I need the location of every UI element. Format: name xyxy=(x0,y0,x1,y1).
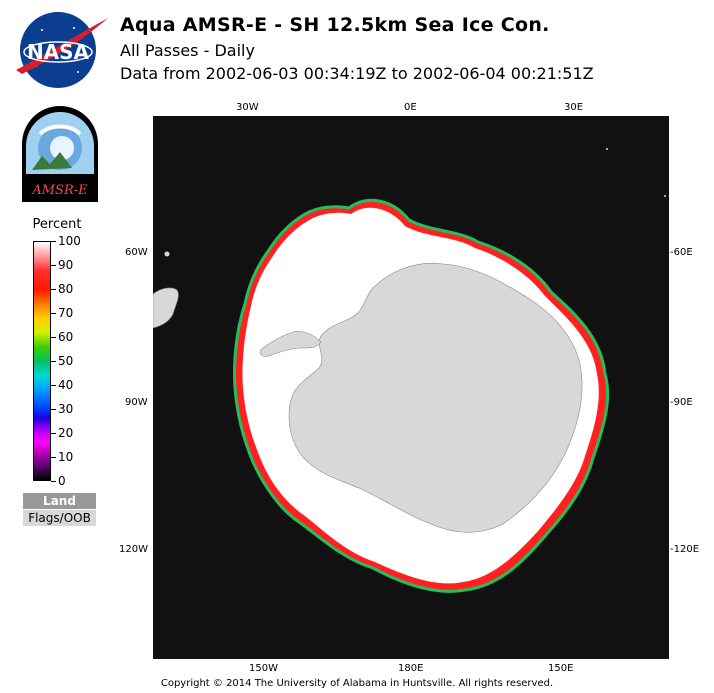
colorbar-tick-mark xyxy=(51,457,56,458)
colorbar-tick-label: 100 xyxy=(58,234,81,248)
island-dot-ne xyxy=(606,148,608,150)
colorbar-tick-mark xyxy=(51,337,56,338)
colorbar-tick-label: 20 xyxy=(58,426,74,440)
legend-title: Percent xyxy=(32,217,82,232)
colorbar-tick-mark xyxy=(51,433,56,434)
lon-label-top-1: 30W xyxy=(236,102,259,113)
lon-label-top-2: 0E xyxy=(404,102,417,113)
colorbar-tick-mark xyxy=(51,385,56,386)
lon-label-left-1: 60W xyxy=(125,247,148,258)
concentration-colorbar xyxy=(33,241,51,481)
south-georgia-land xyxy=(164,251,170,257)
colorbar-tick-label: 70 xyxy=(58,306,74,320)
colorbar-tick-mark xyxy=(51,313,56,314)
page-title: Aqua AMSR-E - SH 12.5km Sea Ice Con. xyxy=(120,14,550,36)
colorbar-tick-label: 50 xyxy=(58,354,74,368)
colorbar-tick-label: 90 xyxy=(58,258,74,272)
antarctic-peninsula-land xyxy=(259,331,322,357)
colorbar-tick-mark xyxy=(51,409,56,410)
flags-legend-box: Flags/OOB xyxy=(23,510,96,526)
lon-label-bottom-3: 150E xyxy=(548,663,574,674)
lon-label-left-2: 90W xyxy=(125,397,148,408)
colorbar-tick-label: 30 xyxy=(58,402,74,416)
lon-label-right-3: -120E xyxy=(670,544,700,555)
colorbar-tick-mark xyxy=(51,265,56,266)
colorbar-tick-mark xyxy=(51,361,56,362)
amsre-logo: AMSR-E xyxy=(22,106,98,202)
lon-label-right-1: -60E xyxy=(670,247,693,258)
island-dot-e xyxy=(664,195,666,197)
south-america-land xyxy=(153,287,179,329)
colorbar-tick-mark xyxy=(51,481,56,482)
lon-label-bottom-2: 180E xyxy=(398,663,424,674)
nasa-logo-text: NASA xyxy=(27,40,90,64)
lon-label-bottom-1: 150W xyxy=(249,663,278,674)
colorbar-tick-mark xyxy=(51,241,56,242)
colorbar-tick-label: 40 xyxy=(58,378,74,392)
lon-label-right-2: -90E xyxy=(670,397,693,408)
lon-label-left-3: 120W xyxy=(119,544,148,555)
nasa-logo: NASA xyxy=(16,12,108,88)
date-range-subtitle: Data from 2002-06-03 00:34:19Z to 2002-0… xyxy=(120,64,594,83)
colorbar-tick-mark xyxy=(51,289,56,290)
copyright-notice: Copyright © 2014 The University of Alaba… xyxy=(160,678,554,689)
colorbar-tick-label: 0 xyxy=(58,474,66,488)
sea-ice-map xyxy=(153,116,669,659)
lon-label-top-3: 30E xyxy=(564,102,584,113)
colorbar-tick-label: 60 xyxy=(58,330,74,344)
land-legend-box: Land xyxy=(23,493,96,509)
amsre-logo-text: AMSR-E xyxy=(31,183,88,198)
pass-type-subtitle: All Passes - Daily xyxy=(120,41,255,60)
antarctica-land xyxy=(288,262,583,533)
colorbar-tick-label: 10 xyxy=(58,450,74,464)
colorbar-tick-label: 80 xyxy=(58,282,74,296)
